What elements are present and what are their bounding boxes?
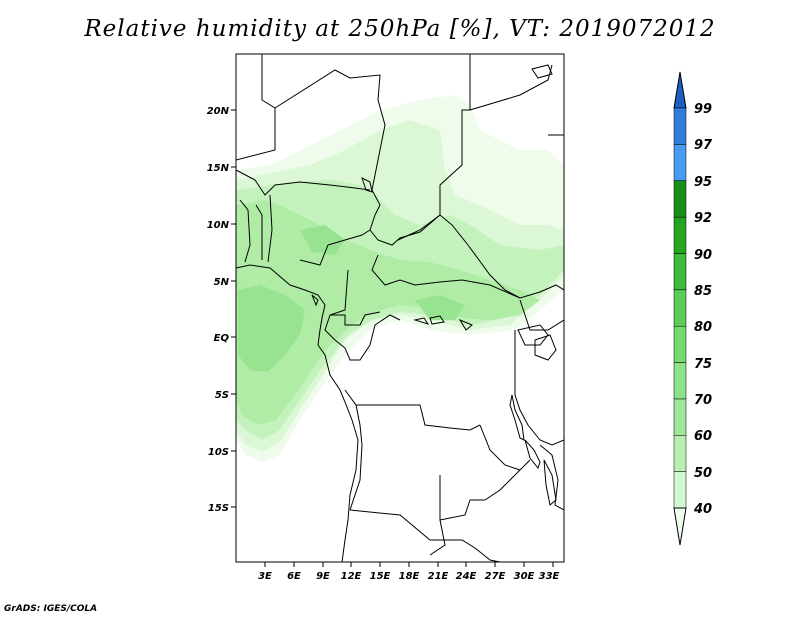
- colorbar-label: 60: [694, 429, 712, 444]
- colorbar-segment: [673, 107, 687, 145]
- humidity-area-75: [238, 285, 305, 372]
- lat-tick-label: EQ: [214, 333, 230, 344]
- lon-tick-label: 27E: [485, 571, 506, 582]
- country-borders: [236, 54, 564, 562]
- humidity-area-75-c: [415, 295, 465, 320]
- colorbar-label: 95: [694, 175, 712, 190]
- lon-tick-label: 6E: [287, 571, 301, 582]
- colorbar-segment: [673, 216, 687, 254]
- humidity-area-70: [236, 200, 540, 425]
- lat-tick-label: 15N: [207, 163, 230, 174]
- map-title: Relative humidity at 250hPa [%], VT: 201…: [84, 16, 716, 42]
- colorbar-label: 40: [693, 502, 712, 517]
- colorbar-label: 50: [694, 466, 712, 481]
- map-frame: [235, 53, 565, 563]
- colorbar-bottom-triangle: [673, 507, 687, 546]
- lat-tick-label: 15S: [208, 503, 229, 514]
- humidity-area-75-b: [300, 225, 345, 255]
- lat-tick-label: 5S: [215, 390, 229, 401]
- lat-tick-label: 10N: [207, 220, 230, 231]
- lat-tick-label: 5N: [214, 277, 230, 288]
- colorbar: 99 97 95 92 90 85 80 75 70 60 50 40: [673, 71, 713, 546]
- lon-tick-label: 3E: [258, 571, 272, 582]
- lat-tick-label: 20N: [207, 106, 230, 117]
- colorbar-segment: [673, 325, 687, 363]
- lon-tick-label: 24E: [456, 571, 477, 582]
- lon-tick-label: 15E: [370, 571, 391, 582]
- colorbar-label: 99: [694, 102, 712, 117]
- lon-tick-label: 21E: [428, 571, 449, 582]
- grads-credit: GrADS: IGES/COLA: [4, 604, 98, 614]
- lat-axis: 20N 15N 10N 5N EQ 5S 10S 15S: [207, 106, 236, 514]
- coastline: [236, 264, 359, 562]
- colorbar-segment: [673, 471, 687, 509]
- colorbar-segment: [673, 144, 687, 181]
- colorbar-segment: [673, 180, 687, 218]
- lon-axis: 3E 6E 9E 12E 15E 18E 21E 24E 27E 30E 33E: [258, 562, 560, 582]
- humidity-field: [236, 95, 564, 462]
- lon-tick-label: 18E: [399, 571, 420, 582]
- colorbar-label: 80: [694, 320, 712, 335]
- colorbar-label: 92: [694, 211, 712, 226]
- lon-tick-label: 12E: [341, 571, 362, 582]
- lat-tick-label: 10S: [208, 447, 229, 458]
- colorbar-segment: [673, 253, 687, 291]
- colorbar-segment: [673, 398, 687, 436]
- lon-tick-label: 33E: [539, 571, 560, 582]
- colorbar-label: 85: [694, 284, 712, 299]
- colorbar-label: 70: [694, 393, 712, 408]
- lon-tick-label: 30E: [514, 571, 535, 582]
- colorbar-segment: [673, 289, 687, 327]
- colorbar-segment: [673, 362, 687, 400]
- lakes: [361, 64, 557, 506]
- colorbar-label: 97: [694, 138, 713, 153]
- colorbar-top-triangle: [673, 71, 687, 109]
- colorbar-label: 90: [694, 248, 712, 263]
- colorbar-segment: [673, 435, 687, 472]
- colorbar-label: 75: [694, 357, 712, 372]
- lon-tick-label: 9E: [316, 571, 330, 582]
